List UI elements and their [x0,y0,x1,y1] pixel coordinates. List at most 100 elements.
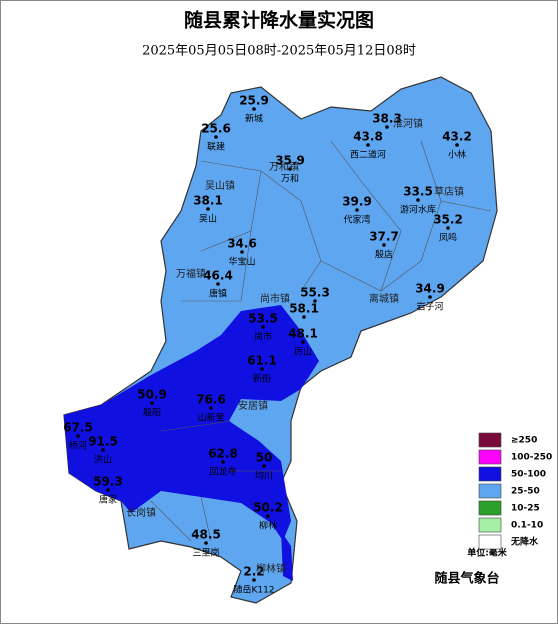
town-label: 万和镇 [269,160,299,173]
station-dot [216,282,220,286]
station-value: 53.5 [248,312,278,326]
town-label: 安居镇 [238,399,268,412]
station-value: 48.5 [191,528,221,542]
station-value: 2.2 [243,565,264,579]
station-name: 万和 [281,174,299,185]
station-value: 76.6 [196,393,226,407]
agency: 随县气象台 [434,571,499,587]
station-value: 34.6 [227,237,257,251]
station-name: 山新里 [197,412,224,424]
station-name: 新街 [253,373,271,385]
heavy-rain-strip [281,531,293,581]
station-value: 25.9 [239,94,269,108]
legend-label: 0.1-10 [511,521,543,531]
station-value: 35.2 [433,213,463,227]
station-name: 华宝山 [228,256,255,268]
station-value: 62.8 [208,447,238,461]
legend-swatch [478,483,502,499]
town-label: 离城镇 [369,292,399,305]
station-name: 回龙寺 [209,466,236,478]
station-name: 殷店 [375,249,393,261]
station-name: 吴山 [199,214,217,225]
station-value: 38.1 [193,194,223,208]
station-value: 35.9 [275,154,305,168]
station-dot [206,207,210,211]
legend-label: 50-100 [511,470,546,480]
legend-label: 无降水 [510,536,539,548]
station-value: 50.9 [137,388,167,402]
station-value: 50.2 [253,501,283,515]
station-value: 34.9 [415,282,445,296]
station-name: 联建 [207,141,225,153]
town-label: 吴山镇 [205,179,235,192]
subtitle: 2025年05月05日08时-2025年05月12日08时 [142,44,416,59]
station-dot [261,325,265,329]
station-name: 尚市 [254,331,272,343]
station-dot [76,434,80,438]
station-name: 殷阳 [143,407,161,419]
station-name: 桥河 [69,440,87,452]
station-name: 岩子河 [416,301,443,313]
legend-swatch [478,517,502,533]
station-value: 50 [256,451,273,465]
station-dot [252,578,256,582]
station-dot [302,315,306,319]
legend-swatch [478,466,502,482]
station-dot [355,208,359,212]
station-dot [301,340,305,344]
station-value: 48.1 [288,327,318,341]
station-dot [252,107,256,111]
station-dot [455,143,459,147]
station-value: 39.9 [342,195,372,209]
station-value: 33.5 [403,185,433,199]
station-name: 代家湾 [343,214,370,226]
station-value: 91.5 [88,435,118,449]
station-name: 游河水库 [400,204,436,216]
heavy-rain-area [64,305,319,541]
legend-swatch [478,500,502,516]
station-name: 均川 [255,470,273,482]
legend-label: 25-50 [511,487,540,497]
station-name: 凤鸣 [439,232,457,244]
legend-unit: 单位:毫米 [467,547,508,559]
station-dot [382,243,386,247]
station-value: 25.6 [201,122,231,136]
station-value: 46.4 [203,269,233,283]
station-dot [240,250,244,254]
station-value: 37.7 [369,230,399,244]
town-borders [150,140,492,542]
station-value: 58.1 [289,302,319,316]
town-label: 草店镇 [434,185,464,198]
station-dot [266,514,270,518]
station-name: 新城 [245,113,263,125]
station-dot [106,488,110,492]
station-name: 三里岗 [192,548,219,559]
town-label: 长岗镇 [126,506,156,519]
station-value: 61.1 [247,354,277,368]
station-name: 柳林 [259,520,277,532]
station-dot [150,401,154,405]
station-value: 55.3 [300,286,330,300]
station-dot [101,448,105,452]
station-dot [260,367,264,371]
station-value: 43.2 [442,130,472,144]
station-value: 38.3 [372,112,402,126]
legend-label: ≥250 [511,436,537,446]
station-dot [366,143,370,147]
station-dot [204,541,208,545]
legend-swatch [478,449,502,465]
station-value: 43.8 [353,130,383,144]
legend-label: 100-250 [511,453,552,463]
station-name: 唐家 [99,494,117,506]
station-dot [262,464,266,468]
station-dot [428,295,432,299]
station-name: 小林 [448,149,466,161]
station-name: 洪山 [94,454,112,466]
station-dot [416,198,420,202]
station-value: 67.5 [63,421,93,435]
legend-label: 10-25 [511,504,540,514]
station-value: 59.3 [93,475,123,489]
station-dot [385,125,389,129]
